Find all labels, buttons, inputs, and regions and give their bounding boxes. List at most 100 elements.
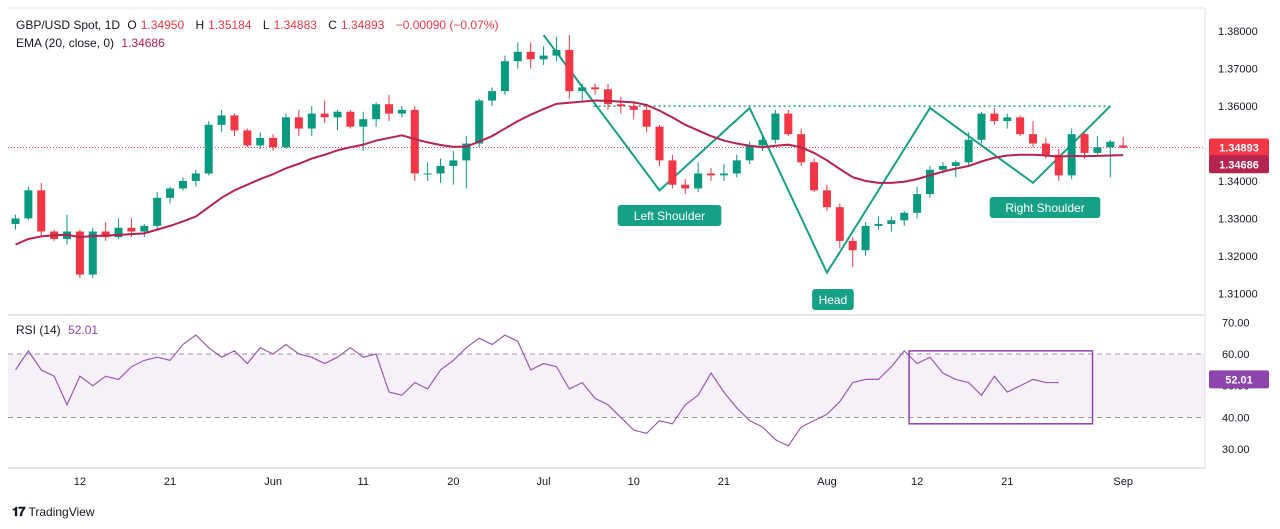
rsi-tick-label: 40.00 (1222, 412, 1250, 424)
candle-body (951, 162, 960, 166)
candle-body (810, 162, 819, 191)
rsi-value-badge-bg (1209, 370, 1269, 389)
price-tick-label: 1.36000 (1218, 101, 1258, 113)
candle-body (1080, 134, 1089, 153)
rsi-band-layer (8, 353, 1205, 418)
candle-body (771, 113, 780, 140)
candle-body (1016, 117, 1025, 135)
candle-body (178, 180, 187, 189)
date-tick-label: 10 (628, 476, 640, 488)
candle-body (938, 166, 947, 170)
candle-body (423, 173, 432, 175)
candle-body (990, 113, 999, 122)
open-label: O 1.34950 (127, 18, 185, 32)
candle-body (397, 109, 406, 114)
candle-body (37, 190, 46, 232)
price-tick-label: 1.33000 (1218, 213, 1258, 225)
ema-value-badge: 1.34686 (1219, 159, 1259, 171)
last-price-badge-bg (1209, 138, 1269, 157)
ema-legend: EMA (20, close, 0) 1.34686 (16, 36, 169, 50)
candle-body (1106, 141, 1115, 148)
candle-body (719, 173, 728, 176)
candle-body (925, 169, 934, 195)
candle-body (88, 231, 97, 275)
rsi-tick-label: 70.00 (1222, 317, 1250, 329)
rsi-band (8, 354, 1205, 418)
candle-body (462, 143, 471, 161)
ema-value-badge-bg (1209, 155, 1269, 174)
rsi-layer (15, 334, 1094, 447)
candle-body (848, 240, 857, 251)
ema-layer (15, 99, 1124, 246)
low-label: L 1.34883 (262, 18, 317, 32)
ema-legend-label: EMA (20, close, 0) (16, 36, 115, 50)
candle-body (642, 109, 651, 127)
candle-body (655, 126, 664, 161)
date-tick-label: 12 (74, 476, 86, 488)
date-tick-label: Jun (264, 476, 282, 488)
candle-body (1054, 154, 1063, 176)
candle-body (822, 190, 831, 208)
candle-body (1003, 117, 1012, 122)
price-tick-label: 1.37000 (1218, 64, 1258, 76)
rsi-value-badge: 52.01 (1225, 374, 1253, 386)
candle-body (153, 197, 162, 226)
date-tick-label: 11 (358, 476, 369, 488)
annotation-layer: Left Shoulder Head Right Shoulder (617, 197, 1101, 310)
candle-body (552, 49, 561, 56)
symbol-label: GBP/USD Spot, 1D (16, 18, 121, 32)
price-tick-label: 1.38000 (1218, 26, 1258, 38)
candle-body (887, 220, 896, 225)
candle-body (475, 100, 484, 144)
candle-body (294, 117, 303, 129)
annotation-badge (812, 289, 854, 310)
candle-body (1119, 145, 1128, 148)
price-tick-label: 1.31000 (1218, 288, 1258, 300)
candle-body (758, 139, 767, 146)
price-legend: GBP/USD Spot, 1D O 1.34950 H 1.35184 L 1.34… (16, 18, 502, 32)
last-price-badge: 1.34893 (1219, 143, 1259, 155)
date-tick-label: Jul (537, 476, 551, 488)
tradingview-logo[interactable]: 𝟏𝟕 TradingView (12, 504, 95, 520)
candle-body (410, 109, 419, 174)
annotation-label: Right Shoulder (1005, 201, 1084, 215)
candle-body (307, 113, 316, 129)
candle-body (449, 160, 458, 166)
rsi-legend-value: 52.01 (68, 323, 99, 337)
candle-body (861, 225, 870, 251)
candle-body (11, 218, 20, 225)
rsi-line (15, 334, 1059, 447)
high-label: H 1.35184 (195, 18, 252, 32)
candle-body (707, 173, 716, 176)
candle-body (835, 207, 844, 241)
rsi-tick-label: 60.00 (1222, 349, 1250, 361)
rsi-highlight-box (908, 350, 1094, 425)
candle-body (578, 87, 587, 92)
candle-body (977, 113, 986, 140)
candle-body (694, 173, 703, 189)
date-tick-label: Aug (817, 476, 837, 488)
candle-body (784, 113, 793, 135)
candle-body (269, 137, 278, 148)
price-tick-label: 1.34000 (1218, 176, 1258, 188)
rsi-legend-label: RSI (14) (16, 323, 61, 337)
pattern-layer (542, 34, 1112, 275)
tradingview-logo-icon: 𝟏𝟕 (12, 504, 26, 519)
candle-body (24, 190, 33, 219)
candle-body (1093, 147, 1102, 153)
head-and-shoulders-path (542, 34, 1112, 275)
candle-body (217, 115, 226, 125)
candle-body (732, 160, 741, 174)
candle-body (526, 51, 535, 60)
candle-body (166, 188, 175, 198)
candle-body (385, 104, 394, 114)
candle-body (281, 117, 290, 148)
date-tick-label: 12 (911, 476, 923, 488)
candle-body (629, 106, 638, 110)
candle-body (964, 139, 973, 163)
candle-body (346, 111, 355, 127)
date-tick-label: Sep (1113, 476, 1133, 488)
annotation-label: Head (819, 293, 848, 307)
date-tick-label: 21 (164, 476, 176, 488)
